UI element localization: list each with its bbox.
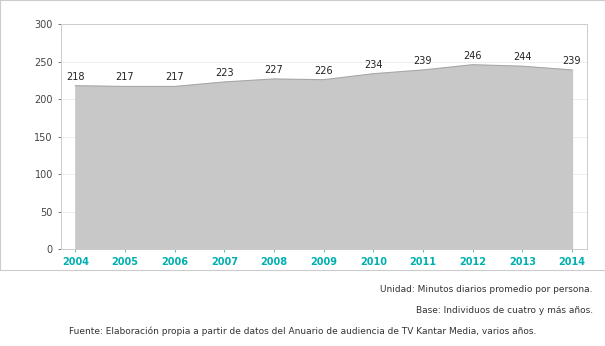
Text: Unidad: Minutos diarios promedio por persona.: Unidad: Minutos diarios promedio por per… [381,285,593,294]
Text: 217: 217 [165,72,184,82]
Text: 218: 218 [66,72,85,82]
Text: 239: 239 [414,56,432,66]
Text: 244: 244 [513,52,532,62]
Text: 226: 226 [315,65,333,75]
Text: 234: 234 [364,60,382,70]
Text: 246: 246 [463,51,482,61]
Text: Fuente: Elaboración propia a partir de datos del Anuario de audiencia de TV Kant: Fuente: Elaboración propia a partir de d… [69,327,536,336]
Text: 227: 227 [264,65,283,75]
Text: Base: Individuos de cuatro y más años.: Base: Individuos de cuatro y más años. [416,306,593,315]
Text: 223: 223 [215,68,234,78]
Text: 217: 217 [116,72,134,82]
Text: 239: 239 [563,56,581,66]
